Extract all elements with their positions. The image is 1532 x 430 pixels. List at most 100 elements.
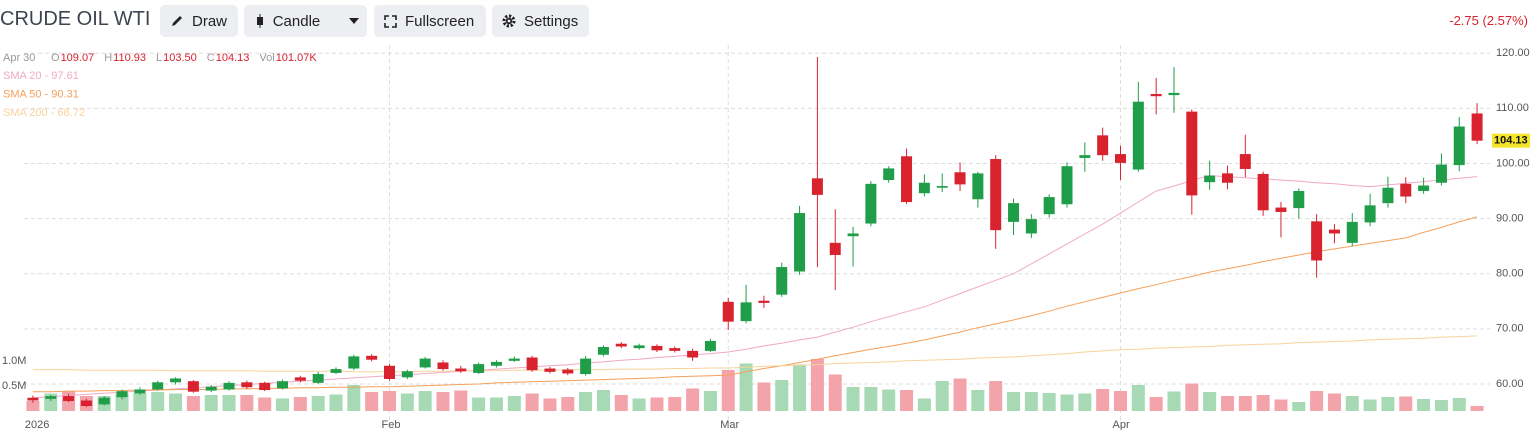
candle-body — [294, 377, 306, 381]
volume-bar — [668, 397, 682, 411]
candle-body — [1097, 135, 1109, 156]
gear-icon — [502, 14, 516, 28]
x-tick-label: Apr — [1113, 419, 1130, 430]
candle-body — [794, 213, 806, 272]
candle-body — [116, 391, 128, 398]
candle-body — [437, 362, 449, 370]
volume-bar — [507, 396, 521, 411]
volume-bar — [810, 359, 824, 411]
volume-bar — [1185, 383, 1199, 411]
volume-bar — [739, 363, 753, 411]
candle-body — [508, 358, 520, 361]
volume-bar — [793, 364, 807, 411]
info-value: 109.07 — [61, 52, 95, 64]
y-tick-label: 110.00 — [1496, 102, 1529, 114]
candle-body — [1043, 197, 1055, 215]
candle-body — [384, 365, 395, 379]
legend-entry: SMA 50 - 90.31 — [3, 88, 79, 100]
candle-body — [63, 396, 75, 402]
volume-bar — [650, 397, 664, 411]
volume-bar — [543, 398, 557, 411]
volume-bar — [97, 396, 111, 411]
candle-body — [633, 345, 645, 349]
fullscreen-button[interactable]: Fullscreen — [374, 5, 486, 37]
candle-body — [687, 350, 699, 358]
candle-body — [1204, 175, 1216, 183]
volume-bar — [311, 396, 325, 411]
volume-bar — [347, 385, 361, 411]
volume-bar — [1042, 393, 1056, 411]
candle-body — [205, 386, 217, 391]
candle-body — [1471, 113, 1483, 141]
volume-bar — [1078, 393, 1092, 411]
volume-tick-label: 0.5M — [2, 380, 26, 392]
candle-body — [98, 397, 110, 405]
y-tick-label: 60.00 — [1496, 378, 1524, 390]
instrument-title: CRUDE OIL WTI — [0, 8, 151, 30]
candle-button[interactable]: Candle — [244, 5, 367, 37]
moving-average-line — [32, 335, 1478, 373]
volume-bar — [1381, 397, 1395, 411]
volume-bar — [1149, 397, 1163, 411]
candle-body — [669, 348, 681, 351]
volume-bar — [989, 381, 1003, 411]
candle-body — [1328, 229, 1340, 234]
candle-body — [419, 358, 431, 368]
candle-body — [597, 347, 609, 355]
candle-body — [1364, 205, 1376, 223]
candle-body — [27, 397, 39, 401]
info-label: O — [51, 52, 60, 64]
candle-body — [1115, 154, 1126, 163]
y-tick-label: 90.00 — [1496, 212, 1524, 224]
volume-bar — [454, 390, 468, 411]
draw-button[interactable]: Draw — [160, 5, 238, 37]
volume-bar — [1292, 402, 1306, 411]
volume-bar — [329, 394, 343, 411]
volume-bar — [276, 398, 290, 411]
candle-body — [259, 382, 271, 391]
x-tick-label: Mar — [720, 419, 739, 430]
candle-body — [776, 267, 788, 295]
x-tick-label: Feb — [382, 419, 401, 430]
settings-button[interactable]: Settings — [492, 5, 589, 37]
candle-body — [811, 178, 823, 195]
candle-body — [651, 345, 663, 351]
candle-body — [1257, 173, 1269, 211]
volume-bar — [44, 393, 58, 411]
volume-bar — [489, 397, 503, 411]
candle-body — [954, 172, 966, 185]
volume-bar — [828, 374, 842, 411]
volume-bar — [472, 397, 486, 411]
volume-bar — [775, 380, 789, 411]
volume-bar — [1399, 396, 1413, 411]
volume-tick-label: 1.0M — [2, 355, 26, 367]
volume-bar — [686, 388, 700, 411]
x-tick-label: 2026 — [25, 419, 49, 430]
volume-bar — [953, 378, 967, 411]
button-label: Candle — [272, 12, 321, 30]
volume-bar — [186, 396, 200, 411]
volume-bar — [864, 387, 878, 411]
info-date: Apr 30 — [3, 52, 35, 64]
info-label: H — [104, 52, 112, 64]
caret-icon — [349, 18, 359, 24]
candle-body — [473, 364, 485, 373]
volume-bar — [632, 398, 646, 411]
candle-body — [80, 400, 92, 407]
candle-body — [1239, 154, 1251, 169]
candle-body — [1418, 185, 1430, 192]
candle-body — [1061, 166, 1073, 205]
candle-body — [1435, 164, 1447, 183]
volume-bar — [1417, 399, 1431, 411]
candle-body — [1311, 221, 1323, 261]
last-price-tag — [1492, 133, 1530, 148]
volume-bar — [204, 395, 218, 411]
info-value: 110.93 — [113, 52, 146, 64]
candle-body — [1400, 183, 1412, 197]
volume-bar — [1203, 392, 1217, 411]
volume-bar — [1220, 396, 1234, 411]
candle-body — [704, 340, 716, 351]
candle-body — [883, 168, 895, 180]
volume-bar — [1007, 392, 1021, 411]
